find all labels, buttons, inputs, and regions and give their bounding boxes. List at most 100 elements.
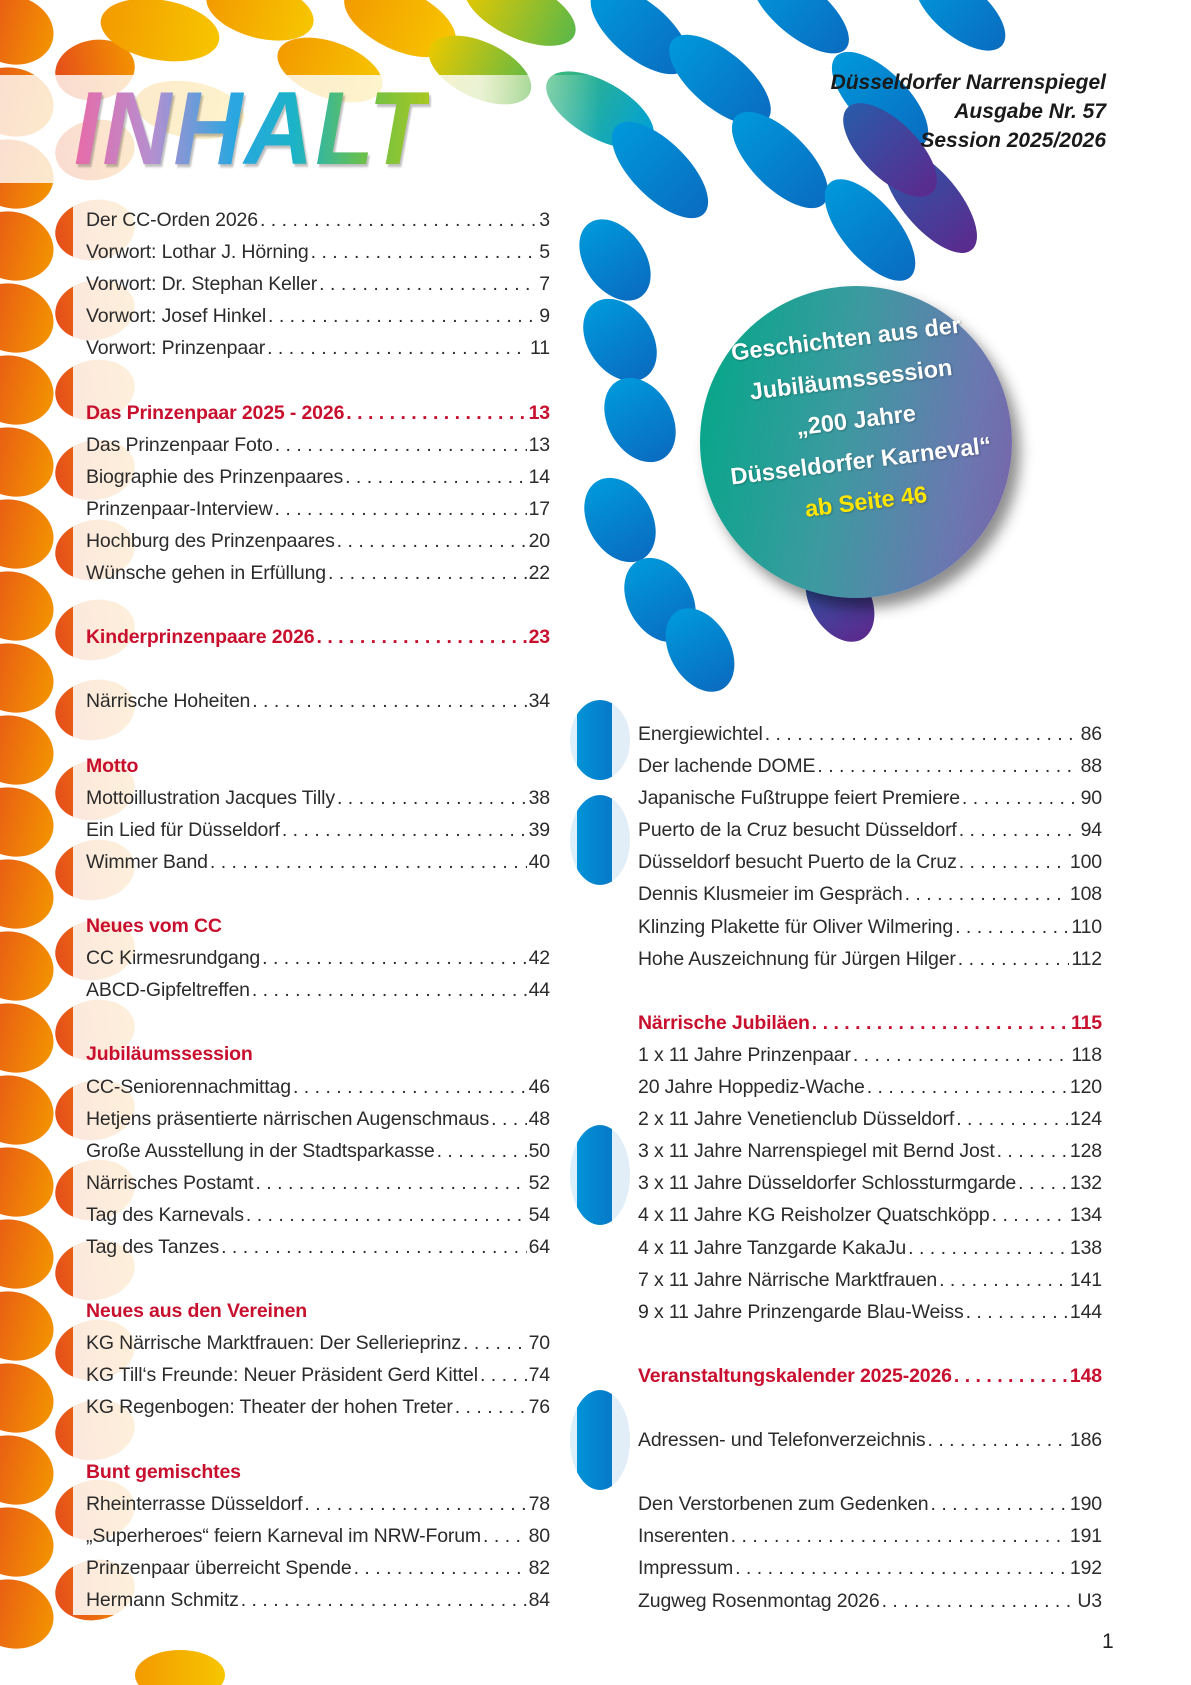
toc-entry[interactable]: 4 x 11 Jahre Tanzgarde KakaJu 138 <box>638 1232 1102 1264</box>
toc-entry-title: Hetjens präsentierte närrischen Augensch… <box>86 1107 490 1130</box>
toc-entry[interactable]: Klinzing Plakette für Oliver Wilmering 11… <box>638 911 1102 943</box>
toc-entry-page: 192 <box>1069 1557 1102 1580</box>
toc-entry[interactable]: 9 x 11 Jahre Prinzengarde Blau-Weiss 144 <box>638 1296 1102 1328</box>
toc-entry[interactable]: Närrische Hoheiten 34 <box>86 685 550 717</box>
toc-entry-title: Tag des Karnevals <box>86 1203 244 1226</box>
toc-entry-page: 7 <box>539 273 550 296</box>
toc-entry[interactable]: Den Verstorbenen zum Gedenken 190 <box>638 1488 1102 1520</box>
toc-entry[interactable]: KG Till‘s Freunde: Neuer Präsident Gerd … <box>86 1359 550 1391</box>
toc-entry[interactable]: Rheinterrasse Düsseldorf 78 <box>86 1488 550 1520</box>
decorative-dot <box>0 1147 54 1217</box>
toc-entry[interactable]: 2 x 11 Jahre Venetienclub Düsseldorf 124 <box>638 1103 1102 1135</box>
toc-entry[interactable]: Das Prinzenpaar Foto 13 <box>86 429 550 461</box>
toc-entry[interactable]: Mottoillustration Jacques Tilly 38 <box>86 782 550 814</box>
toc-entry[interactable]: Närrisches Postamt 52 <box>86 1167 550 1199</box>
toc-entry[interactable]: Hohe Auszeichnung für Jürgen Hilger 112 <box>638 943 1102 975</box>
toc-section-heading[interactable]: Neues vom CC <box>86 910 550 942</box>
dot-leader <box>275 493 527 525</box>
toc-entry[interactable]: Hetjens präsentierte närrischen Augensch… <box>86 1103 550 1135</box>
toc-entry-page: 76 <box>528 1396 551 1419</box>
dot-leader <box>345 461 527 493</box>
toc-entry[interactable]: KG Närrische Marktfrauen: Der Selleriepr… <box>86 1327 550 1359</box>
decorative-dot <box>583 298 657 382</box>
toc-entry[interactable]: Prinzenpaar überreicht Spende 82 <box>86 1552 550 1584</box>
toc-entry[interactable]: 3 x 11 Jahre Narrenspiegel mit Bernd Jos… <box>638 1135 1102 1167</box>
toc-entry[interactable]: Zugweg Rosenmontag 2026 U3 <box>638 1585 1102 1617</box>
decorative-dot <box>0 1003 54 1073</box>
toc-entry[interactable]: Hermann Schmitz 84 <box>86 1584 550 1616</box>
toc-entry-title: 4 x 11 Jahre Tanzgarde KakaJu <box>638 1236 907 1259</box>
toc-entry[interactable]: „Superheroes“ feiern Karneval im NRW-For… <box>86 1520 550 1552</box>
toc-entry[interactable]: Biographie des Prinzenpaares 14 <box>86 461 550 493</box>
toc-entry-page: 22 <box>528 562 551 585</box>
page-title: INHALT <box>74 71 429 187</box>
toc-entry-page: 141 <box>1069 1268 1102 1291</box>
toc-entry-page: 48 <box>528 1107 551 1130</box>
toc-entry[interactable]: ABCD-Gipfeltreffen 44 <box>86 974 550 1006</box>
toc-entry[interactable]: 7 x 11 Jahre Närrische Marktfrauen 141 <box>638 1264 1102 1296</box>
toc-entry-title: Neues vom CC <box>86 915 222 938</box>
toc-entry-page: 38 <box>528 786 551 809</box>
dot-leader <box>304 1488 526 1520</box>
toc-entry[interactable]: Ein Lied für Düsseldorf 39 <box>86 814 550 846</box>
toc-entry-page: 70 <box>528 1332 551 1355</box>
decorative-dot <box>0 1507 54 1577</box>
decorative-dot <box>731 111 829 209</box>
toc-entry[interactable]: Prinzenpaar-Interview 17 <box>86 493 550 525</box>
toc-entry[interactable]: Vorwort: Dr. Stephan Keller 7 <box>86 268 550 300</box>
toc-entry[interactable]: Große Ausstellung in der Stadtsparkasse 5… <box>86 1135 550 1167</box>
toc-entry[interactable]: Vorwort: Lothar J. Hörning 5 <box>86 236 550 268</box>
toc-entry[interactable]: Wünsche gehen in Erfüllung 22 <box>86 557 550 589</box>
toc-section-heading[interactable]: Motto <box>86 750 550 782</box>
toc-entry[interactable]: Energiewichtel 86 <box>638 718 1102 750</box>
toc-section-heading[interactable]: Veranstaltungskalender 2025-2026 148 <box>638 1360 1102 1392</box>
dot-leader <box>262 942 526 974</box>
toc-entry-title: 2 x 11 Jahre Venetienclub Düsseldorf <box>638 1108 955 1131</box>
toc-entry[interactable]: Wimmer Band 40 <box>86 846 550 878</box>
toc-section-heading[interactable]: Jubiläumssession <box>86 1038 550 1070</box>
toc-entry-title: KG Närrische Marktfrauen: Der Selleriepr… <box>86 1332 462 1355</box>
toc-section-heading[interactable]: Kinderprinzenpaare 2026 23 <box>86 621 550 653</box>
toc-entry[interactable]: Impressum 192 <box>638 1552 1102 1584</box>
publication-issue: Ausgabe Nr. 57 <box>954 100 1106 123</box>
toc-entry[interactable]: CC-Seniorennachmittag 46 <box>86 1071 550 1103</box>
toc-section-heading[interactable]: Närrische Jubiläen 115 <box>638 1007 1102 1039</box>
toc-entry[interactable]: Der lachende DOME 88 <box>638 750 1102 782</box>
toc-entry[interactable]: 3 x 11 Jahre Düsseldorfer Schlossturmgar… <box>638 1167 1102 1199</box>
toc-section: Kinderprinzenpaare 2026 23 <box>86 621 550 653</box>
toc-entry[interactable]: Puerto de la Cruz besucht Düsseldorf 94 <box>638 814 1102 846</box>
toc-entry[interactable]: Tag des Karnevals 54 <box>86 1199 550 1231</box>
toc-entry-title: Hermann Schmitz <box>86 1589 239 1612</box>
title-band <box>0 75 600 183</box>
decorative-dot <box>824 179 916 281</box>
toc-entry-title: 7 x 11 Jahre Närrische Marktfrauen <box>638 1268 938 1291</box>
toc-entry[interactable]: Adressen- und Telefonverzeichnis 186 <box>638 1424 1102 1456</box>
dot-leader <box>491 1103 526 1135</box>
toc-entry[interactable]: Inserenten 191 <box>638 1520 1102 1552</box>
decorative-dot <box>0 427 54 497</box>
toc-entry[interactable]: 1 x 11 Jahre Prinzenpaar 118 <box>638 1039 1102 1071</box>
toc-section-heading[interactable]: Bunt gemischtes <box>86 1456 550 1488</box>
decorative-dot <box>206 0 314 41</box>
toc-entry[interactable]: Der CC-Orden 2026 3 <box>86 204 550 236</box>
decorative-dot <box>0 499 54 569</box>
toc-entry[interactable]: Düsseldorf besucht Puerto de la Cruz 100 <box>638 846 1102 878</box>
toc-entry[interactable]: 20 Jahre Hoppediz-Wache 120 <box>638 1071 1102 1103</box>
toc-section-heading[interactable]: Das Prinzenpaar 2025 - 2026 13 <box>86 397 550 429</box>
toc-entry[interactable]: Dennis Klusmeier im Gespräch 108 <box>638 878 1102 910</box>
toc-entry[interactable]: Vorwort: Josef Hinkel 9 <box>86 300 550 332</box>
toc-entry[interactable]: KG Regenbogen: Theater der hohen Treter 7… <box>86 1391 550 1423</box>
decorative-dot <box>0 1363 54 1433</box>
toc-entry-page: 186 <box>1069 1429 1102 1452</box>
toc-entry[interactable]: Hochburg des Prinzenpaares 20 <box>86 525 550 557</box>
toc-section-heading[interactable]: Neues aus den Vereinen <box>86 1295 550 1327</box>
toc-entry[interactable]: Tag des Tanzes 64 <box>86 1231 550 1263</box>
toc-entry-page: 190 <box>1069 1493 1102 1516</box>
toc-entry[interactable]: Japanische Fußtruppe feiert Premiere 90 <box>638 782 1102 814</box>
toc-entry-title: 3 x 11 Jahre Düsseldorfer Schlossturmgar… <box>638 1172 1017 1195</box>
toc-entry-title: Den Verstorbenen zum Gedenken <box>638 1493 929 1516</box>
decorative-dot <box>464 0 576 46</box>
toc-entry[interactable]: Vorwort: Prinzenpaar 11 <box>86 332 550 364</box>
toc-entry[interactable]: CC Kirmesrundgang 42 <box>86 942 550 974</box>
toc-entry[interactable]: 4 x 11 Jahre KG Reisholzer Quatschköpp 13… <box>638 1199 1102 1231</box>
